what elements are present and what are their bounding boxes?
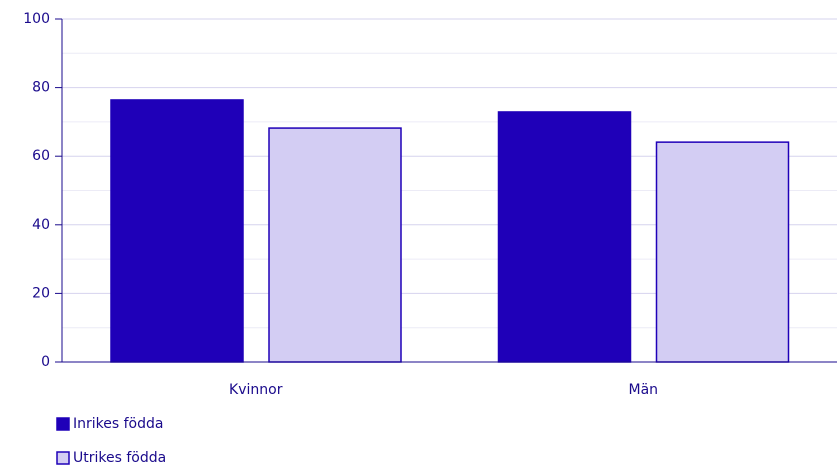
x-tick-label: Kvinnor bbox=[229, 382, 283, 398]
y-tick-label: 80 bbox=[32, 80, 50, 96]
bar bbox=[110, 99, 244, 363]
bar bbox=[655, 141, 790, 363]
legend-swatch bbox=[56, 451, 70, 465]
y-tick-label: 100 bbox=[23, 11, 50, 27]
bar bbox=[497, 111, 632, 363]
x-tick-label: Män bbox=[628, 382, 658, 398]
y-tick-label: 0 bbox=[41, 354, 50, 370]
y-tick-label: 20 bbox=[32, 285, 50, 301]
y-tick-label: 40 bbox=[32, 217, 50, 233]
legend-swatch bbox=[56, 417, 70, 431]
legend-label: Utrikes födda bbox=[73, 450, 166, 466]
bar bbox=[268, 127, 402, 363]
legend-label: Inrikes födda bbox=[73, 416, 163, 432]
y-tick-label: 60 bbox=[32, 148, 50, 164]
